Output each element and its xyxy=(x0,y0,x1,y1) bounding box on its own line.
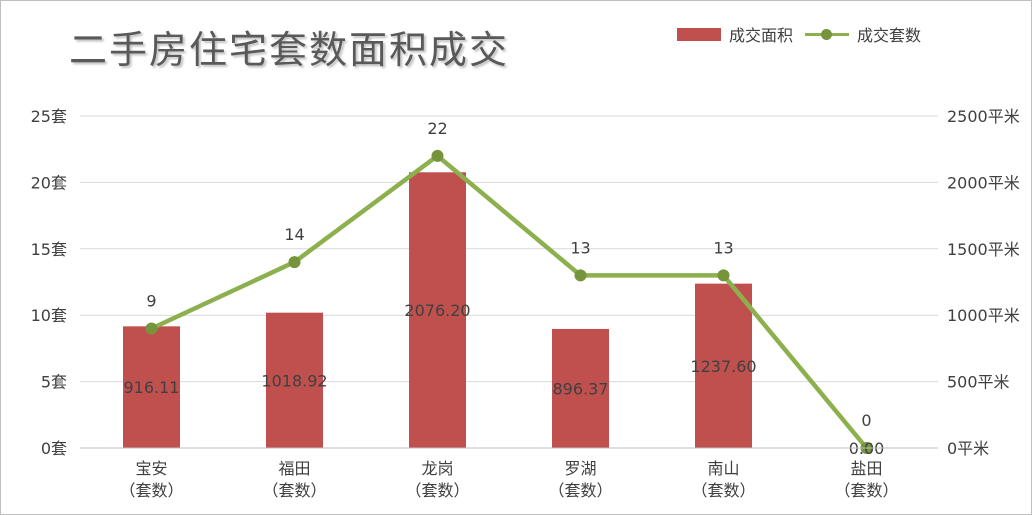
y-left-tick-label: 5套 xyxy=(41,373,67,392)
bar xyxy=(123,326,180,448)
count-point xyxy=(288,256,301,269)
count-data-label: 0 xyxy=(861,411,871,430)
bar-data-label: 1018.92 xyxy=(261,371,327,390)
y-right-tick-label: 2500平米 xyxy=(947,107,1020,126)
axes: 0套 5套 10套 15套 20套 25套 0平米 500平米 1000平米 1500平米 2000… xyxy=(31,107,1020,500)
bars xyxy=(123,172,752,448)
count-data-label: 22 xyxy=(427,119,447,138)
bar xyxy=(409,172,466,448)
y-right-tick-label: 2000平米 xyxy=(947,173,1020,192)
bar xyxy=(695,283,752,448)
y-left-tick-label: 0套 xyxy=(41,439,67,458)
legend-item-area: 成交面积 xyxy=(677,22,793,46)
x-tick-label: 龙岗（套数） xyxy=(405,459,469,500)
x-tick-label: 罗湖（套数） xyxy=(548,459,612,500)
count-series-line xyxy=(150,153,869,450)
count-point xyxy=(145,322,158,335)
chart-title: 二手房住宅套数面积成交 xyxy=(69,28,510,72)
x-tick-label: 南山（套数） xyxy=(691,459,755,500)
y-left-tick-label: 25套 xyxy=(31,107,67,126)
legend-swatch-bar xyxy=(677,27,721,41)
count-data-label: 13 xyxy=(570,238,590,257)
y-right-tick-label: 1000平米 xyxy=(947,306,1020,325)
legend-label-area: 成交面积 xyxy=(729,26,794,45)
count-data-label: 9 xyxy=(146,291,156,310)
count-point xyxy=(717,269,730,282)
legend: 成交面积 成交套数 xyxy=(677,22,933,46)
bar-data-label: 916.11 xyxy=(124,378,180,397)
y-right-tick-label: 500平米 xyxy=(947,373,1010,392)
bar-data-label: 2076.20 xyxy=(404,301,470,320)
count-point xyxy=(574,269,587,282)
y-left-tick-label: 15套 xyxy=(31,240,67,259)
y-left-tick-label: 20套 xyxy=(31,173,67,192)
count-point xyxy=(431,149,444,162)
y-right-tick-label: 0平米 xyxy=(947,439,989,458)
count-data-label: 13 xyxy=(713,238,733,257)
x-tick-label: 宝安（套数） xyxy=(119,459,183,500)
bar-data-label: 1237.60 xyxy=(690,357,756,376)
x-tick-label: 福田（套数） xyxy=(262,459,326,500)
gridlines xyxy=(80,115,938,383)
y-right-tick-label: 1500平米 xyxy=(947,240,1020,259)
legend-item-count: 成交套数 xyxy=(805,22,921,46)
legend-swatch-line xyxy=(805,28,850,41)
x-tick-label: 盐田（套数） xyxy=(834,459,898,500)
count-data-label: 14 xyxy=(284,225,304,244)
bar xyxy=(266,312,323,448)
y-left-tick-label: 10套 xyxy=(31,306,67,325)
bar-data-label: 896.37 xyxy=(553,379,609,398)
bar xyxy=(552,328,609,448)
legend-label-count: 成交套数 xyxy=(857,26,922,45)
count-line xyxy=(145,149,873,454)
